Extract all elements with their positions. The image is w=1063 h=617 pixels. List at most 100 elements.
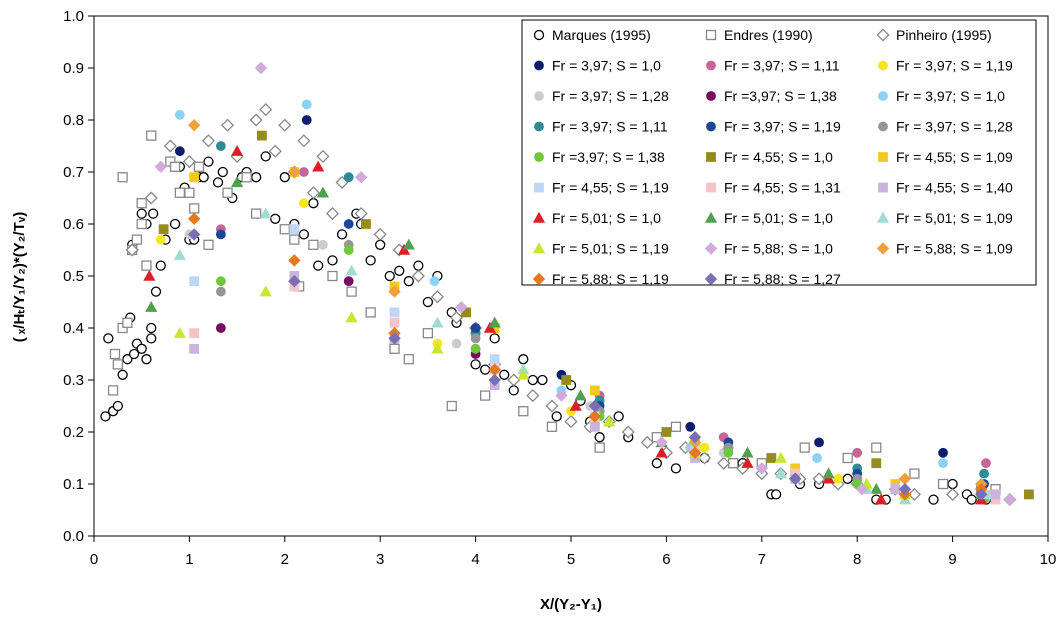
data-point — [741, 456, 754, 468]
data-point — [215, 229, 226, 240]
legend-item: Fr = 3,97; S = 1,11 — [534, 119, 668, 135]
data-point — [212, 177, 224, 188]
data-point — [289, 224, 300, 235]
data-point — [546, 421, 558, 432]
data-point — [499, 369, 510, 380]
data-point — [231, 176, 244, 188]
data-point — [651, 458, 663, 469]
legend-label: Fr = 5,01; S = 1,0 — [552, 210, 661, 226]
legend-marker — [876, 242, 890, 255]
data-point — [343, 219, 354, 229]
data-point — [947, 478, 958, 490]
legend-item: Fr = 5,01; S = 1,0 — [704, 210, 833, 226]
data-point — [799, 442, 810, 453]
data-point — [308, 239, 319, 250]
legend-item: Fr = 3,97; S = 1,19 — [706, 119, 841, 135]
legend-marker — [534, 182, 544, 193]
data-point — [489, 354, 500, 365]
chart-axes: 0 1 2 3 4 5 6 7 8 9 10 0.0 0.1 0.2 0.3 0.4 0.5 0.6 0.7 0.8 0… — [63, 8, 1056, 568]
legend-label: Fr = 5,88; S = 1,27 — [724, 271, 841, 287]
data-point — [449, 311, 464, 325]
data-point — [518, 354, 529, 365]
legend-marker — [532, 242, 546, 254]
data-point — [555, 389, 568, 402]
data-point — [318, 239, 328, 250]
data-point — [770, 489, 782, 500]
data-point — [981, 458, 991, 469]
y-tick-label: 1.0 — [63, 8, 84, 25]
data-point — [871, 458, 882, 469]
data-point — [146, 333, 157, 344]
data-point — [112, 359, 123, 370]
legend-item: Fr = 4,55; S = 1,19 — [534, 180, 669, 196]
x-axis-title: X/(Y₂-Y₁) — [540, 596, 602, 613]
data-point — [766, 453, 777, 463]
data-point — [360, 219, 371, 229]
data-point — [842, 452, 853, 464]
data-point — [874, 493, 888, 505]
y-tick-label: 0.3 — [63, 372, 84, 389]
data-point — [150, 286, 162, 297]
x-tick-label: 1 — [185, 551, 193, 568]
legend-label: Fr = 3,97; S = 1,19 — [724, 119, 841, 135]
legend-label: Marques (1995) — [552, 27, 651, 43]
y-axis-title: ( ₓ/Hₜ/Y₁/Y₂)*(Y₂/Tᵥ) — [11, 212, 28, 342]
data-point — [189, 328, 200, 339]
data-point — [117, 369, 128, 380]
data-point — [1003, 493, 1017, 506]
data-point — [966, 494, 977, 505]
data-point — [446, 400, 457, 412]
data-point — [507, 373, 521, 387]
legend-item: Fr = 4,55; S = 1,09 — [878, 149, 1013, 165]
data-point — [182, 155, 196, 169]
data-point — [723, 447, 734, 458]
data-point — [788, 472, 802, 485]
data-point — [270, 213, 281, 224]
legend-item: Fr =3,97; S = 1,38 — [534, 149, 665, 165]
data-point — [389, 343, 400, 354]
x-tick-label: 10 — [1040, 551, 1057, 568]
legend-marker — [878, 91, 888, 101]
data-point — [260, 151, 271, 162]
data-point — [990, 489, 1001, 500]
data-point — [215, 276, 226, 287]
data-point — [343, 245, 354, 255]
data-point — [717, 456, 731, 470]
data-point — [257, 130, 267, 141]
data-point — [365, 255, 376, 266]
legend-marker — [706, 182, 716, 193]
legend-label: Fr =3,97; S = 1,38 — [552, 149, 665, 165]
legend-marker — [706, 91, 716, 101]
data-point — [429, 276, 440, 287]
data-point — [241, 172, 252, 183]
data-point — [217, 166, 228, 178]
data-point — [327, 270, 338, 282]
data-point — [184, 187, 195, 198]
data-point — [122, 354, 133, 365]
legend-item: Marques (1995) — [533, 27, 651, 43]
data-point — [249, 113, 263, 127]
data-point — [403, 276, 414, 287]
data-point — [187, 119, 201, 132]
legend-label: Fr = 3,97; S = 1,11 — [724, 58, 840, 74]
data-point — [589, 385, 600, 396]
legend-item: Fr = 3,97; S = 1,11 — [706, 58, 840, 74]
data-point — [259, 207, 272, 219]
legend-item: Pinheiro (1995) — [876, 27, 992, 43]
legend-marker — [878, 152, 888, 162]
data-point — [215, 323, 226, 333]
data-point — [455, 301, 468, 314]
legend-marker — [532, 272, 546, 286]
data-point — [774, 451, 787, 463]
legend-label: Fr = 5,88; S = 1,0 — [724, 241, 833, 257]
legend-marker — [704, 242, 718, 255]
legend-marker — [706, 152, 716, 162]
data-point — [128, 348, 140, 360]
data-point — [871, 442, 882, 453]
legend-label: Fr = 5,88; S = 1,19 — [552, 271, 669, 287]
data-point — [741, 446, 754, 458]
data-point — [688, 431, 702, 444]
y-tick-label: 0.8 — [63, 112, 84, 129]
data-point — [136, 198, 147, 209]
data-point — [107, 385, 119, 396]
